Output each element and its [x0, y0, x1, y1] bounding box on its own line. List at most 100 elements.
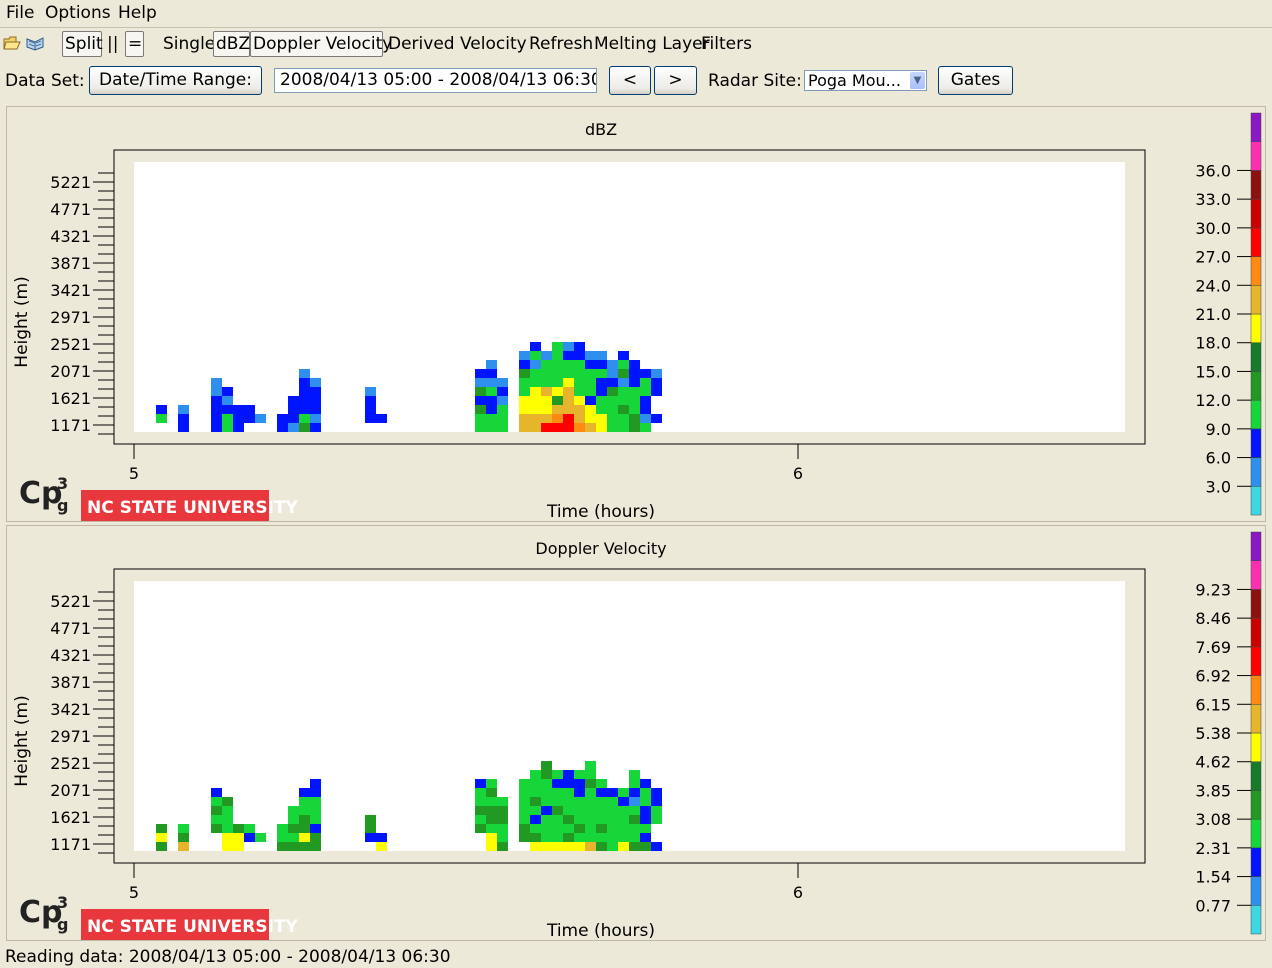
colorbar-segment — [1250, 141, 1262, 171]
filters-toggle[interactable]: Filters — [701, 34, 752, 54]
equal-view-button[interactable]: = — [125, 31, 144, 57]
gates-button[interactable]: Gates — [938, 66, 1013, 95]
radar-site-select[interactable]: Poga Mou... ▼ — [804, 70, 927, 91]
data-cell — [629, 815, 640, 824]
data-cell — [288, 405, 299, 414]
data-cell — [574, 797, 585, 806]
parallel-view-toggle[interactable]: || — [107, 34, 119, 54]
data-cell — [585, 369, 596, 378]
data-cell — [629, 770, 640, 779]
menu-options[interactable]: Options — [45, 3, 111, 23]
cp3g-logo-subscript: g — [57, 496, 68, 515]
next-button[interactable]: > — [654, 66, 697, 95]
data-cell — [475, 815, 486, 824]
data-cell — [530, 815, 541, 824]
data-cell — [156, 405, 167, 414]
data-cell — [563, 378, 574, 387]
dbz-chart[interactable]: dBZ Height (m) 1171 1621 2071 2521 2971 3421 387… — [7, 107, 1265, 521]
data-cell — [486, 788, 497, 797]
y-tick-label: 3421 — [50, 281, 91, 300]
data-cell — [563, 842, 574, 851]
menu-help[interactable]: Help — [118, 3, 157, 23]
cp3g-logo-subscript: g — [57, 915, 68, 934]
open-book-icon[interactable] — [26, 34, 44, 52]
data-cell — [486, 369, 497, 378]
colorbar-segment — [1250, 198, 1262, 229]
data-cell — [519, 788, 530, 797]
data-cell — [618, 360, 629, 369]
data-cell — [574, 842, 585, 851]
single-toggle[interactable]: Single — [163, 34, 216, 54]
colorbar-tick-label: 15.0 — [1195, 362, 1231, 381]
data-cell — [541, 779, 552, 788]
data-cell — [486, 360, 497, 369]
data-cell — [552, 824, 563, 833]
data-cell — [475, 824, 486, 833]
data-cell — [552, 405, 563, 414]
colorbar-segment — [1250, 428, 1262, 458]
dbz-toggle[interactable]: dBZ — [213, 31, 250, 57]
data-cell — [222, 414, 233, 423]
data-cell — [596, 797, 607, 806]
data-cell — [486, 414, 497, 423]
data-cell — [596, 387, 607, 396]
date-range-field[interactable]: 2008/04/13 05:00 - 2008/04/13 06:30 — [274, 68, 597, 93]
data-cell — [574, 378, 585, 387]
data-cell — [541, 833, 552, 842]
data-cell — [519, 378, 530, 387]
colorbar-tick-label: 6.0 — [1206, 449, 1231, 468]
open-folder-icon[interactable] — [3, 34, 21, 52]
chevron-down-icon[interactable]: ▼ — [910, 72, 925, 89]
data-cell — [563, 369, 574, 378]
date-time-range-button[interactable]: Date/Time Range: — [89, 66, 262, 95]
data-cell — [211, 405, 222, 414]
data-cell — [563, 405, 574, 414]
doppler-velocity-toggle[interactable]: Doppler Velocity — [250, 31, 392, 57]
previous-button[interactable]: < — [609, 66, 651, 95]
data-cell — [497, 378, 508, 387]
y-tick-label: 4771 — [50, 619, 91, 638]
data-cell — [552, 797, 563, 806]
menu-file[interactable]: File — [6, 3, 35, 23]
refresh-button[interactable]: Refresh — [529, 34, 594, 54]
data-cell — [475, 414, 486, 423]
data-cell — [288, 414, 299, 423]
cp3g-logo-superscript: 3 — [57, 474, 68, 493]
data-cell — [222, 842, 233, 851]
doppler-velocity-chart[interactable]: Doppler Velocity Height (m) 1171 1621 2071 25… — [7, 526, 1265, 940]
data-cell — [519, 806, 530, 815]
data-cell — [585, 414, 596, 423]
colorbar-tick-label: 7.69 — [1195, 638, 1231, 657]
chart-title: Doppler Velocity — [535, 539, 666, 558]
cp3g-logo: Cp — [19, 895, 63, 930]
cp3g-logo-superscript: 3 — [57, 893, 68, 912]
data-cell — [629, 806, 640, 815]
data-cell — [640, 779, 651, 788]
melting-layer-toggle[interactable]: Melting Layer — [594, 34, 710, 54]
colorbar-tick-label: 3.08 — [1195, 810, 1231, 829]
data-cell — [585, 779, 596, 788]
data-cell — [585, 842, 596, 851]
data-cell — [497, 387, 508, 396]
data-cell — [497, 797, 508, 806]
data-cell — [629, 360, 640, 369]
split-button[interactable]: Split — [62, 31, 103, 57]
data-cell — [211, 414, 222, 423]
derived-velocity-toggle[interactable]: Derived Velocity — [388, 34, 527, 54]
data-cell — [299, 405, 310, 414]
data-cell — [552, 423, 563, 432]
data-cell — [629, 423, 640, 432]
data-cell — [585, 788, 596, 797]
data-cell — [211, 824, 222, 833]
data-cell — [222, 405, 233, 414]
data-cell — [277, 423, 288, 432]
data-cell — [563, 423, 574, 432]
data-cell — [629, 387, 640, 396]
data-cell — [530, 770, 541, 779]
data-cell — [541, 770, 552, 779]
y-tick-label: 5221 — [50, 173, 91, 192]
y-tick-label: 2071 — [50, 362, 91, 381]
data-cell — [222, 824, 233, 833]
y-tick-label: 1171 — [50, 835, 91, 854]
y-tick-label: 2521 — [50, 754, 91, 773]
